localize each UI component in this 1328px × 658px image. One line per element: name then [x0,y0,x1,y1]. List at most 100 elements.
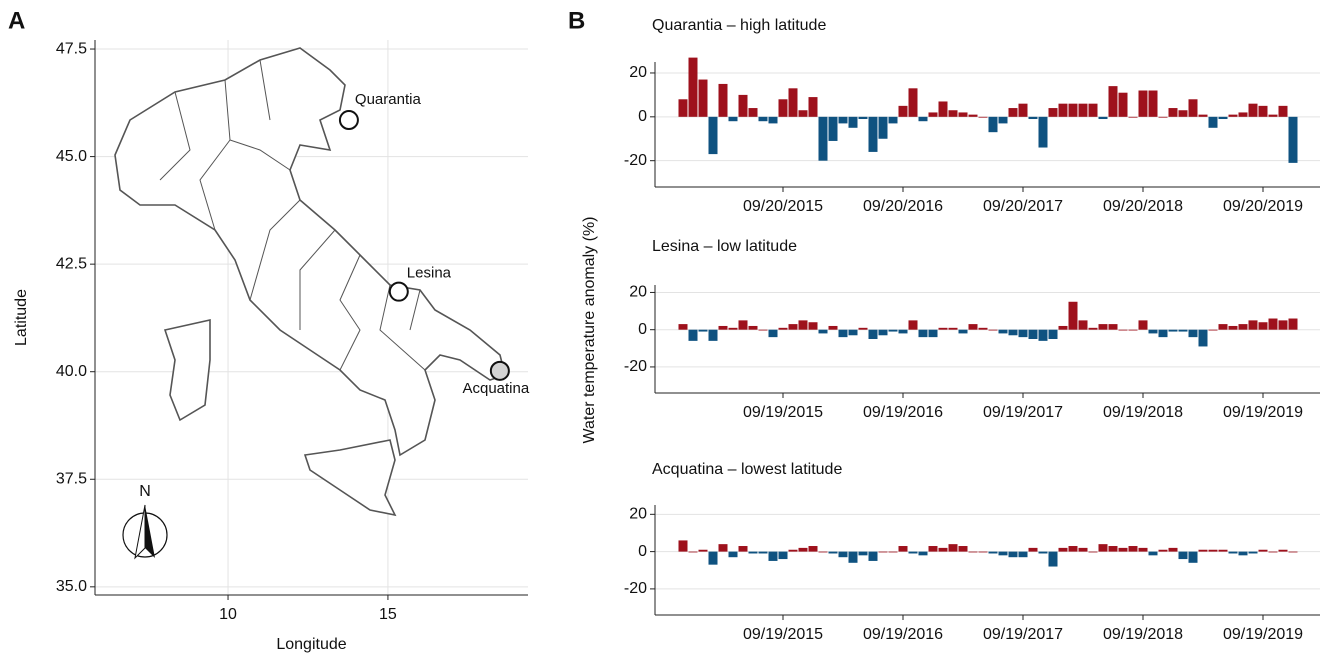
bar [938,547,948,552]
x-tick-label: 09/19/2015 [743,626,823,643]
bar [998,116,1008,124]
x-tick-label: 15 [379,606,397,623]
y-tick-label: 35.0 [56,578,87,595]
bar [708,551,718,565]
bar [788,324,798,330]
bar [1128,546,1138,552]
x-tick-label: 09/19/2019 [1223,626,1303,643]
bar [678,99,688,117]
bar [878,329,888,336]
compass-label: N [139,483,151,500]
bar [1058,325,1068,330]
bar [678,540,688,552]
bar [908,320,918,330]
bar [1268,318,1278,330]
bar [888,329,898,332]
bar [1048,551,1058,567]
bar [818,551,828,553]
bar [1208,549,1218,552]
bar [758,551,768,554]
bar [688,57,698,117]
bar [958,546,968,552]
bar [1258,322,1268,330]
site-marker [338,110,359,131]
bar [848,116,858,128]
y-axis-label: Latitude [13,289,30,346]
bar [1068,103,1078,117]
bar [1178,329,1188,332]
bar [948,544,958,552]
bar [1038,551,1048,554]
bar [688,329,698,341]
y-tick-label: 45.0 [56,148,87,165]
compass-needle [134,504,146,560]
bar [1078,547,1088,552]
bar [928,112,938,117]
x-tick-label: 09/19/2016 [863,626,943,643]
bar [868,116,878,152]
x-tick-label: 09/20/2018 [1103,198,1183,215]
bar [738,94,748,117]
compass-needle [145,505,155,558]
bar [1168,108,1178,117]
bar [728,327,738,330]
bar [998,329,1008,334]
panel-label: A [8,7,25,34]
bar [718,544,728,552]
x-tick-label: 09/19/2016 [863,404,943,421]
bar [1128,116,1138,118]
bar [728,116,738,122]
bar [688,551,698,553]
bar [678,324,688,330]
bar [908,551,918,554]
y-tick-label: 47.5 [56,40,87,57]
bar [898,329,908,334]
bar [1248,320,1258,330]
x-tick-label: 09/20/2019 [1223,198,1303,215]
bar [1118,92,1128,117]
bar [1038,329,1048,341]
bar [1258,549,1268,552]
bar [698,79,708,117]
bar [1208,329,1218,331]
bar [718,325,728,330]
chart-title: Acquatina – lowest latitude [652,461,842,478]
bar [748,325,758,330]
bar [1118,329,1128,331]
bar [948,110,958,117]
bar [1138,547,1148,552]
bar [1258,105,1268,117]
bar [968,114,978,117]
bar [788,549,798,552]
bar [1018,551,1028,558]
bar [868,329,878,339]
bar [698,329,708,332]
bar [1108,324,1118,330]
bar [838,116,848,124]
bar [1008,108,1018,117]
bar [1268,551,1278,553]
bar [1058,103,1068,117]
bar [778,99,788,117]
bar [1198,114,1208,117]
bar [988,551,998,554]
x-tick-label: 09/19/2015 [743,404,823,421]
bar [798,110,808,117]
bar [1288,551,1298,553]
bar [948,327,958,330]
x-tick-label: 09/20/2015 [743,198,823,215]
bar [858,116,868,120]
bar [708,329,718,341]
bar [1108,546,1118,552]
bar [1158,549,1168,552]
bar [1188,99,1198,117]
bar [1228,551,1238,554]
bar [838,551,848,558]
bar [1218,324,1228,330]
bar [1008,329,1018,336]
bar [1198,329,1208,347]
bar [978,551,988,553]
bar [738,546,748,552]
y-tick-label: 42.5 [56,255,87,272]
